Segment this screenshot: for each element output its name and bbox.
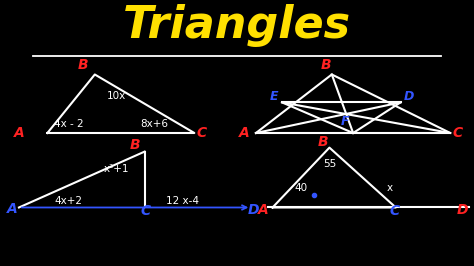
Text: B: B: [321, 58, 331, 72]
Text: B: B: [318, 135, 328, 149]
Text: C: C: [390, 205, 400, 218]
Text: D: D: [248, 203, 259, 217]
Text: B: B: [78, 58, 88, 72]
Text: 12 x-4: 12 x-4: [166, 196, 199, 206]
Text: x: x: [387, 182, 392, 193]
Text: A: A: [258, 203, 268, 217]
Text: A: A: [14, 126, 24, 140]
Text: A: A: [239, 126, 249, 140]
Text: Triangles: Triangles: [123, 4, 351, 47]
Text: D: D: [456, 203, 468, 217]
Text: x²+1: x²+1: [103, 164, 129, 174]
Text: 55: 55: [323, 159, 336, 169]
Text: C: C: [452, 126, 463, 140]
Text: D: D: [403, 90, 414, 103]
Text: 10x: 10x: [107, 91, 126, 101]
Text: F: F: [341, 115, 349, 127]
Text: E: E: [270, 90, 278, 103]
Text: A: A: [7, 202, 17, 216]
Text: C: C: [196, 126, 207, 140]
Text: 40: 40: [295, 182, 308, 193]
Text: 8x+6: 8x+6: [140, 119, 168, 129]
Text: 4x - 2: 4x - 2: [54, 119, 83, 129]
Text: C: C: [141, 205, 151, 218]
Text: 4x+2: 4x+2: [55, 196, 83, 206]
Text: B: B: [130, 138, 140, 152]
